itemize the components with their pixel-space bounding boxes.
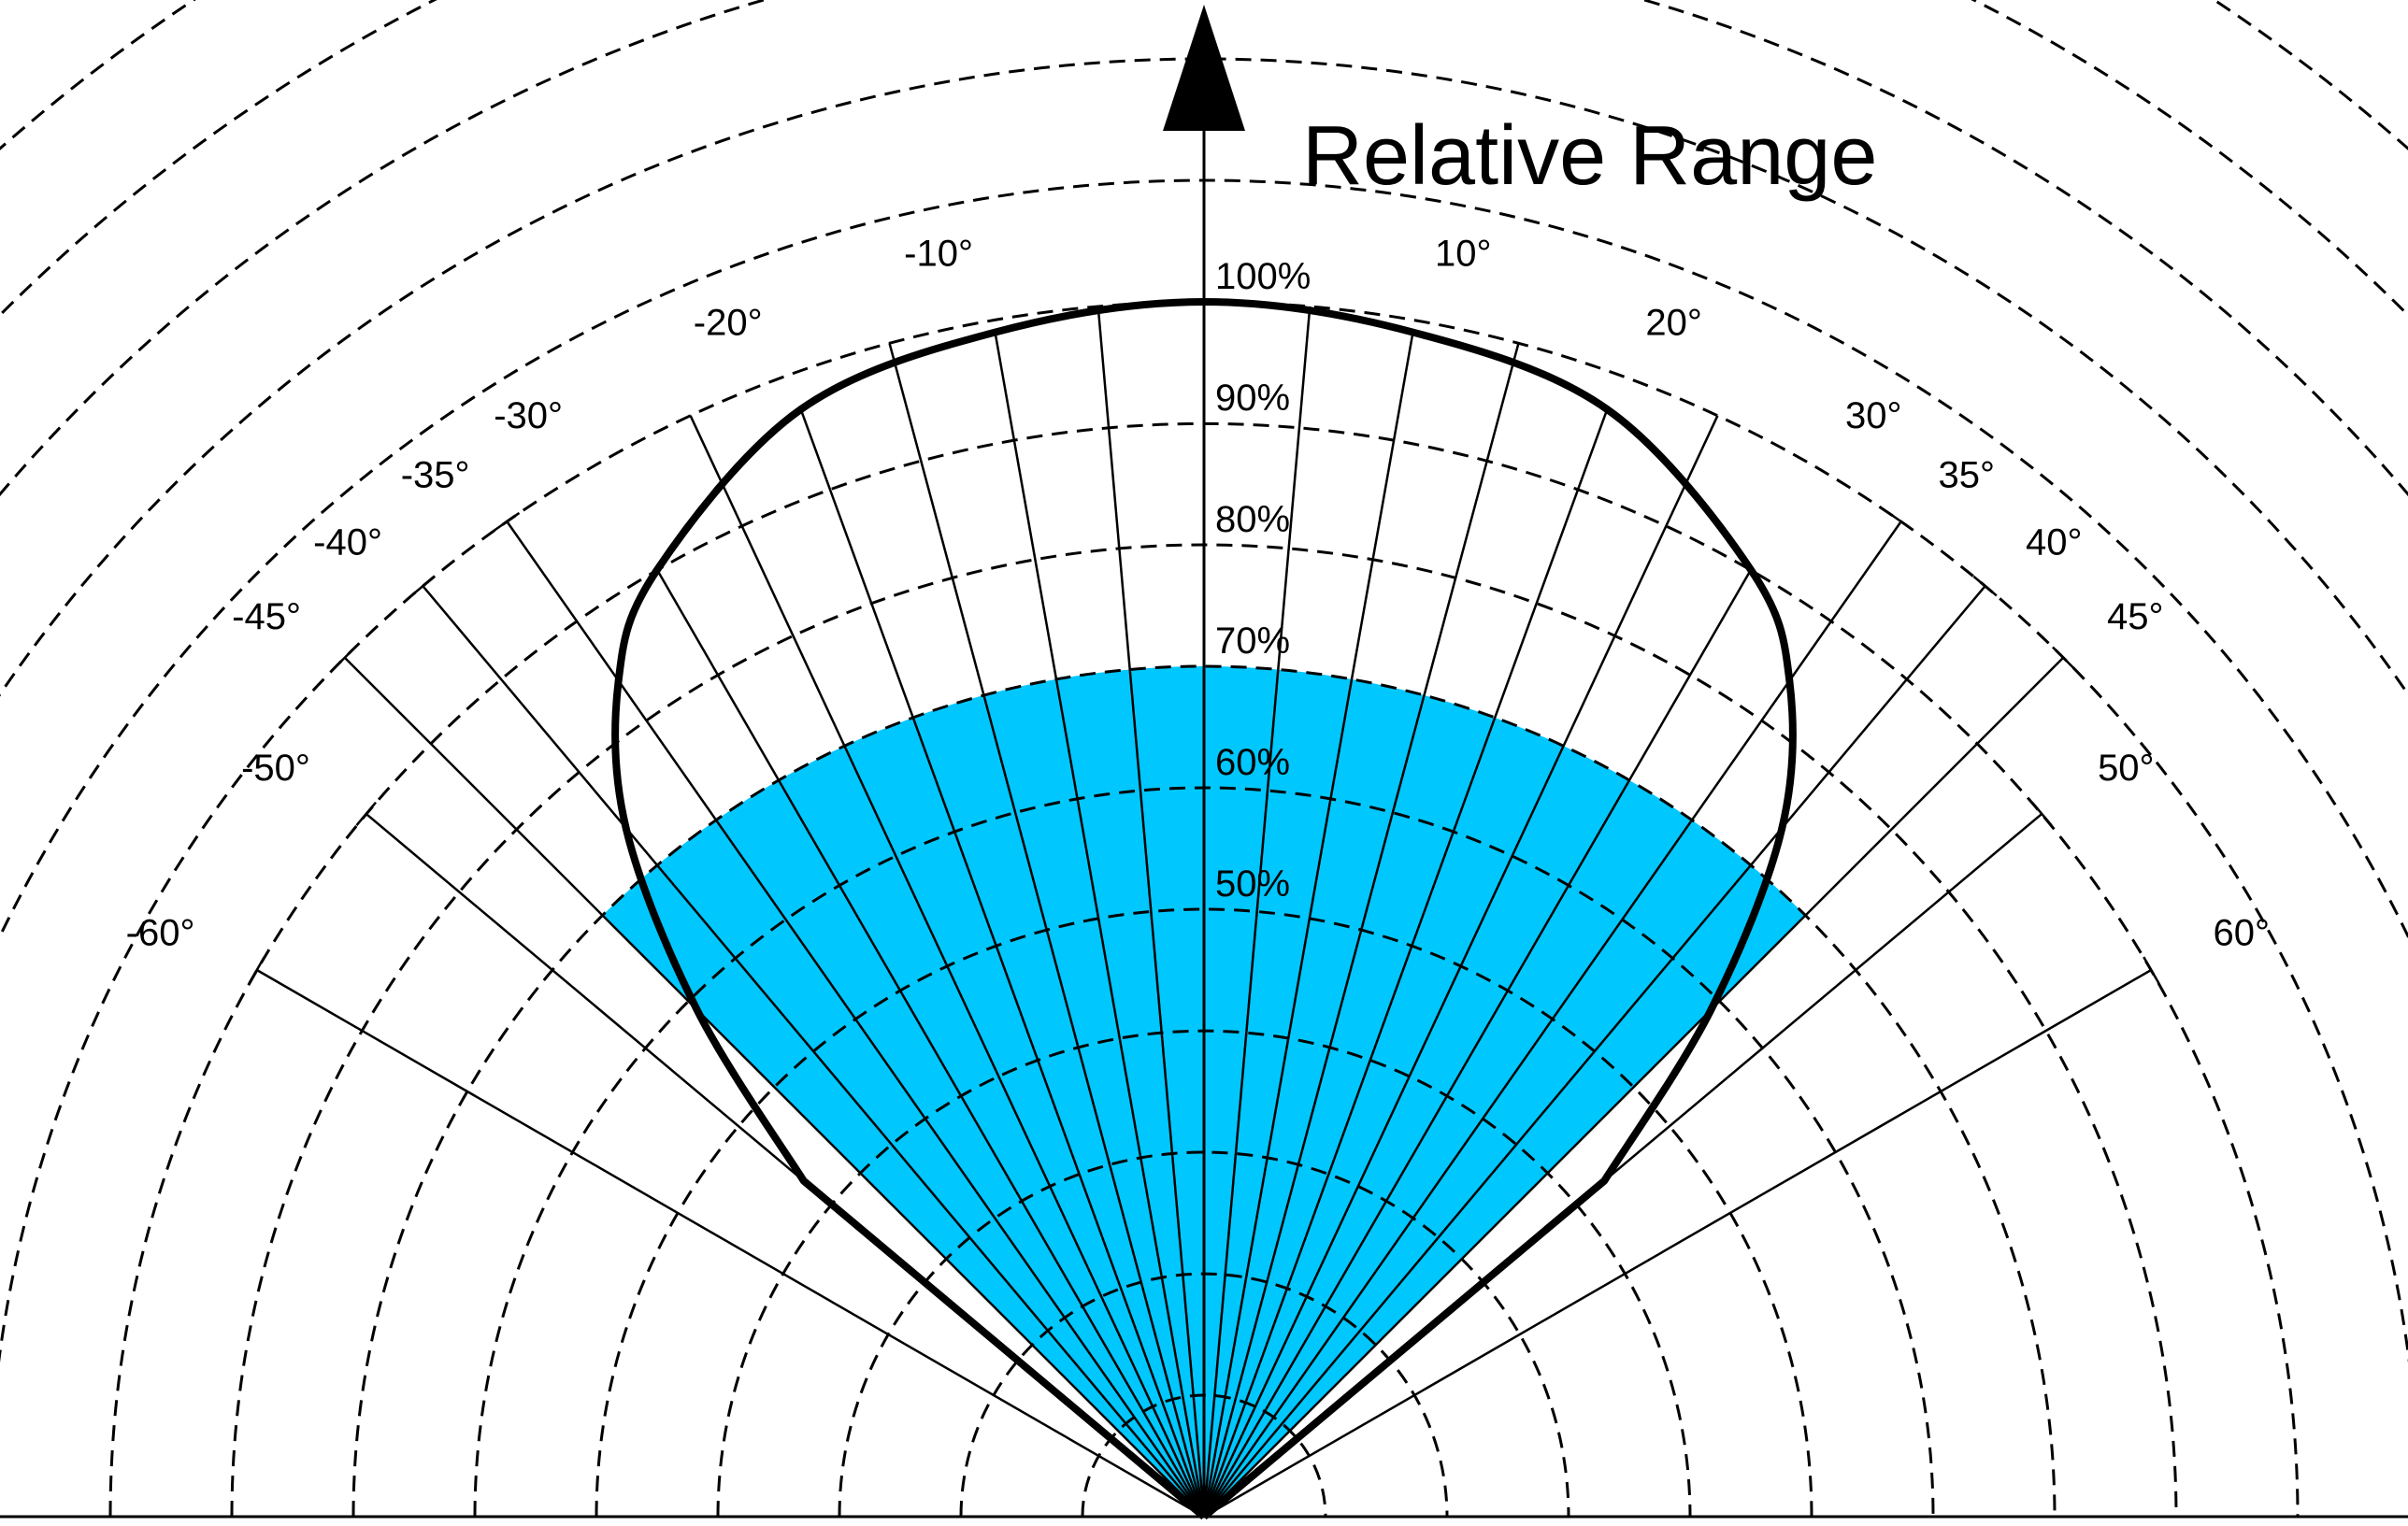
spoke-end-tick-60 xyxy=(2143,956,2160,984)
spoke-end-tick-neg40 xyxy=(410,575,436,597)
radial-label-50: 50% xyxy=(1215,863,1290,905)
range-ring-50 xyxy=(595,907,1813,1518)
spoke-end-tick-neg45 xyxy=(333,646,356,669)
spoke-neg15 xyxy=(888,342,1206,1518)
spoke-neg25 xyxy=(689,415,1206,1518)
spoke-end-tick-35 xyxy=(1887,511,1914,532)
chart-title: Relative Range xyxy=(1302,109,1877,203)
axis-layer xyxy=(0,5,2408,1519)
radial-label-100: 100% xyxy=(1215,256,1311,297)
spoke-neg45 xyxy=(343,656,1205,1518)
spoke-end-tick-neg50 xyxy=(355,801,377,826)
angle-label-neg35: -35° xyxy=(401,455,470,496)
angle-label-neg50: -50° xyxy=(241,748,310,789)
spoke-45 xyxy=(1203,656,2065,1518)
angle-label-35: 35° xyxy=(1938,455,1995,496)
spoke-5 xyxy=(1202,306,1312,1518)
spoke-end-tick-neg60 xyxy=(248,956,265,984)
spoke-neg40 xyxy=(422,585,1205,1518)
spoke-end-tick-45 xyxy=(2052,646,2075,669)
angle-label-neg60: -60° xyxy=(126,913,195,954)
angle-label-45: 45° xyxy=(2107,596,2164,637)
spoke-25 xyxy=(1202,415,1719,1518)
range-axis-arrowhead xyxy=(1163,5,1245,131)
spoke-end-tick-50 xyxy=(2031,801,2053,826)
spoke-neg5 xyxy=(1096,306,1206,1518)
spoke-neg35 xyxy=(506,521,1206,1518)
angle-label-50: 50° xyxy=(2098,748,2155,789)
range-ring-30 xyxy=(838,1150,1570,1518)
angle-label-30: 30° xyxy=(1845,395,1902,436)
spoke-10 xyxy=(1202,332,1414,1518)
angle-label-neg45: -45° xyxy=(232,596,301,637)
spoke-end-tick-40 xyxy=(1972,575,1998,597)
spoke-neg20 xyxy=(799,408,1206,1518)
angle-label-neg10: -10° xyxy=(904,234,973,275)
angle-label-40: 40° xyxy=(2026,521,2083,563)
angle-label-neg20: -20° xyxy=(694,303,763,344)
labels-layer: 50%60%70%80%90%100%-60°-50°-45°-40°-35°-… xyxy=(126,234,2270,954)
radial-label-70: 70% xyxy=(1215,620,1290,662)
spoke-end-tick-neg35 xyxy=(494,511,521,532)
spoke-15 xyxy=(1202,342,1520,1518)
spoke-20 xyxy=(1202,408,1609,1518)
spoke-30 xyxy=(1202,569,1753,1518)
angle-label-neg30: -30° xyxy=(494,395,563,436)
angle-label-60: 60° xyxy=(2214,913,2271,954)
radial-label-90: 90% xyxy=(1215,378,1290,419)
range-ring-70 xyxy=(351,664,2057,1518)
angle-label-neg40: -40° xyxy=(313,521,382,563)
spoke-neg10 xyxy=(994,332,1206,1518)
angle-label-10: 10° xyxy=(1435,234,1492,275)
spoke-40 xyxy=(1203,585,1986,1518)
spoke-neg60 xyxy=(256,968,1205,1519)
spoke-60 xyxy=(1203,968,2152,1519)
angle-label-20: 20° xyxy=(1645,303,1702,344)
radial-label-80: 80% xyxy=(1215,499,1290,540)
radial-label-60: 60% xyxy=(1215,742,1290,783)
spoke-neg30 xyxy=(655,569,1206,1518)
spoke-35 xyxy=(1202,521,1902,1518)
